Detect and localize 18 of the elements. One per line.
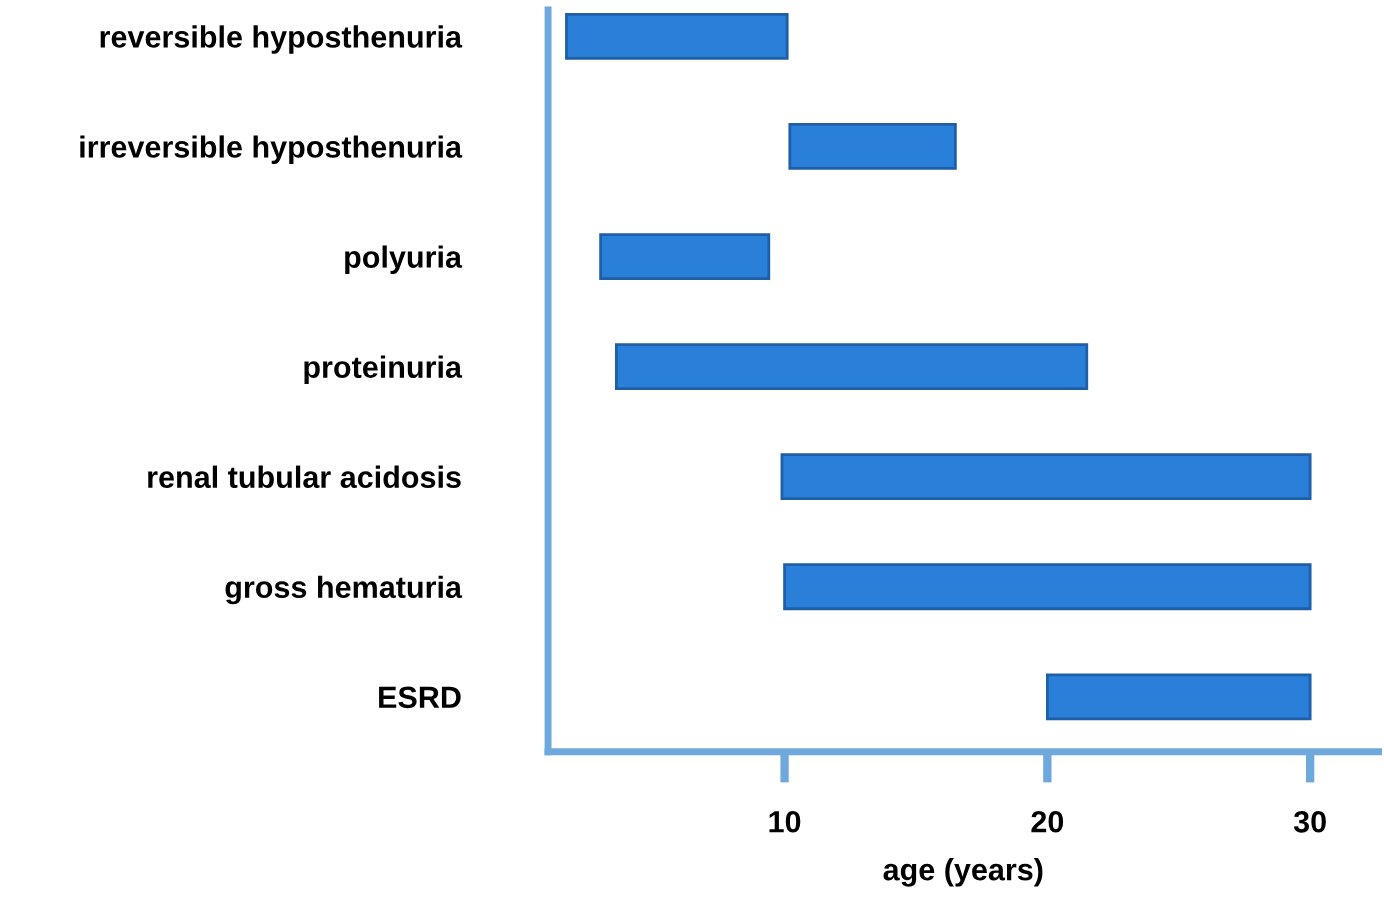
bar [788,123,957,170]
y-tick-label: ESRD [379,686,461,709]
y-tick-label: polyuria [345,245,463,274]
y-tick-label: proteinuria [304,355,463,385]
bar [1045,673,1312,721]
y-tick-label: reversible hyposthenuria [100,25,463,54]
y-tick-label: renal tubular acidosis [148,465,461,489]
x-tick-label: 10 [769,810,801,833]
bar [783,563,1312,611]
bar [615,343,1089,390]
y-tick-label: irreversible hyposthenuria [80,135,463,164]
x-tick-label: 30 [1293,810,1326,833]
bar [565,13,789,60]
y-tick-label: gross hematuria [225,575,463,605]
x-axis-title: age (years) [883,858,1043,887]
bar [780,453,1312,501]
x-tick-label: 20 [1031,810,1064,833]
bar [599,233,771,280]
